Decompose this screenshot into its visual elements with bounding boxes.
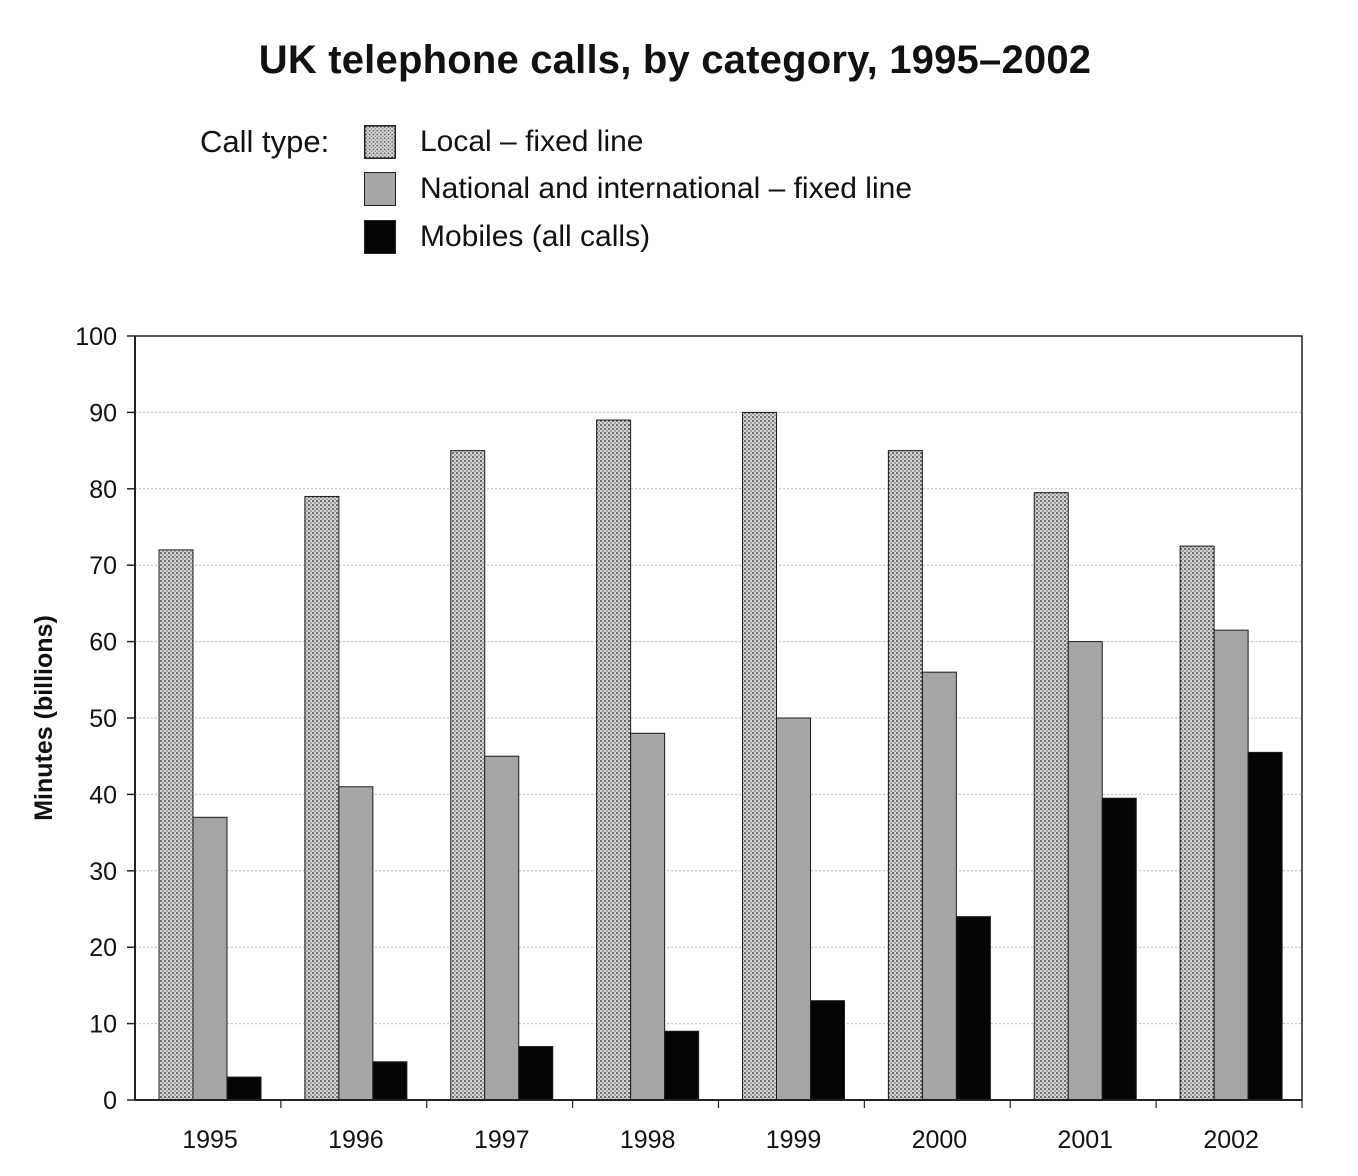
legend-label-national: National and international – fixed line: [420, 172, 912, 205]
bar-national-2000: [921, 671, 957, 1101]
bars: [158, 411, 1283, 1101]
bar-mobile-2000: [955, 916, 991, 1101]
y-tick-label: 70: [89, 552, 117, 580]
bar-local-2001: [1033, 492, 1069, 1101]
x-tick-label: 1998: [620, 1126, 676, 1154]
bar-national-2002: [1213, 629, 1249, 1101]
y-tick-label: 90: [89, 399, 117, 427]
bar-mobile-1997: [518, 1046, 554, 1101]
legend-swatch-mobile: [364, 220, 396, 254]
y-tick-label: 10: [89, 1011, 117, 1039]
y-tick-label: 0: [103, 1087, 117, 1115]
legend-label-local: Local – fixed line: [420, 125, 644, 158]
legend-title: Call type:: [200, 124, 330, 159]
bar-local-1999: [742, 411, 777, 1101]
y-tick-label: 100: [75, 323, 117, 351]
bar-national-1995: [192, 816, 228, 1101]
bar-mobile-2001: [1101, 797, 1137, 1101]
x-tick-label: 1996: [328, 1126, 384, 1154]
legend-item-mobile: Mobiles (all calls): [364, 219, 650, 255]
legend-swatch-local: [364, 125, 396, 159]
bar-national-1996: [338, 786, 374, 1101]
bar-local-2000: [887, 450, 923, 1101]
bar-mobile-1995: [226, 1076, 262, 1101]
y-tick-label: 80: [89, 476, 117, 504]
axes: 0 10 20 30 40 50 60 70 80 90 100 1995 1996 1997 1998 19…: [75, 323, 1303, 1154]
x-tick-label: 1995: [182, 1126, 238, 1154]
y-tick-label: 30: [89, 858, 117, 886]
bar-local-1996: [304, 495, 340, 1101]
bar-mobile-2002: [1247, 751, 1283, 1101]
bar-local-2002: [1179, 545, 1215, 1101]
chart-title: UK telephone calls, by category, 1995–20…: [258, 38, 1092, 82]
y-tick-label: 50: [89, 705, 117, 733]
y-tick-label: 40: [89, 781, 117, 809]
legend-item-local: Local – fixed line: [364, 124, 643, 160]
y-axis-title: Minutes (billions): [30, 615, 58, 821]
x-tick-label: 2002: [1203, 1126, 1259, 1154]
bar-mobile-1996: [372, 1061, 408, 1101]
bar-mobile-1999: [810, 1000, 845, 1101]
bar-local-1995: [158, 549, 194, 1101]
bar-national-1999: [776, 717, 811, 1101]
x-tick-label: 2000: [912, 1126, 968, 1154]
x-tick-label: 2001: [1057, 1126, 1113, 1154]
bar-local-1997: [450, 450, 486, 1101]
y-tick-label: 60: [89, 629, 117, 657]
y-tick-label: 20: [89, 934, 117, 962]
bar-mobile-1998: [664, 1030, 700, 1101]
bar-national-2001: [1067, 641, 1103, 1101]
x-tick-label: 1997: [474, 1126, 530, 1154]
legend-label-mobile: Mobiles (all calls): [420, 220, 651, 253]
x-tick-label: 1999: [766, 1126, 822, 1154]
bar-national-1997: [484, 755, 520, 1101]
legend-item-national: National and international – fixed line: [364, 171, 912, 207]
bar-local-1998: [596, 419, 632, 1101]
bar-national-1998: [630, 732, 666, 1101]
legend-swatch-national: [364, 172, 396, 206]
